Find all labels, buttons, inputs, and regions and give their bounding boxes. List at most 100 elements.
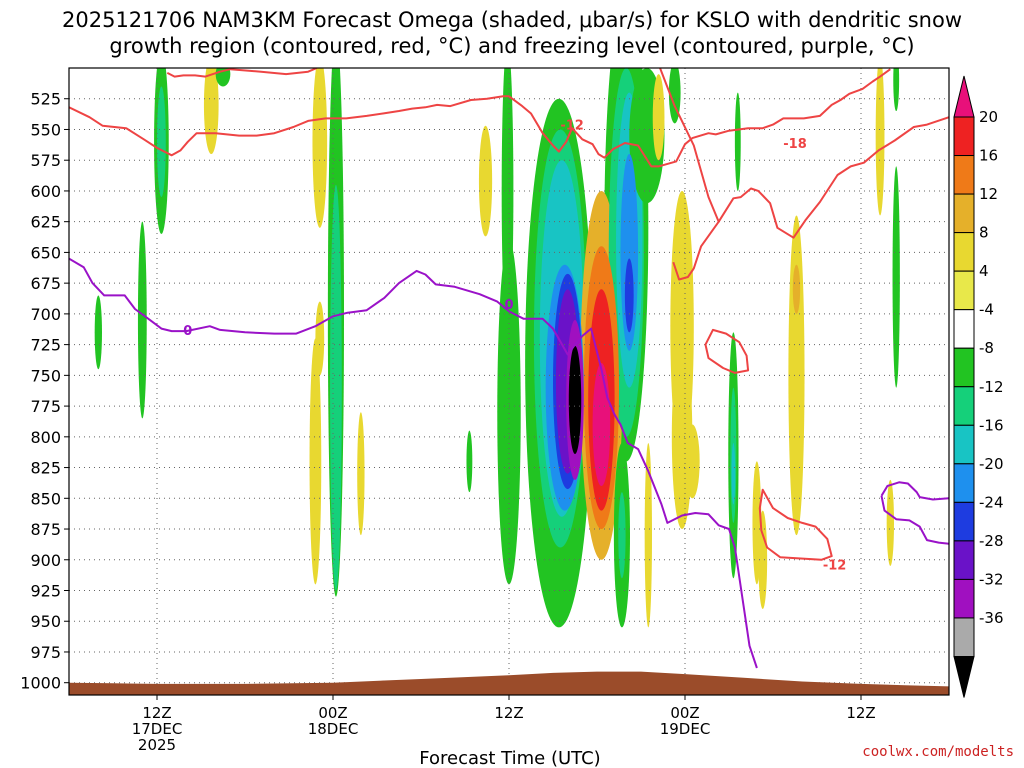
x-tick-label-30-1: 12Z [494, 704, 523, 722]
colorbar-label-9: -20 [979, 455, 1004, 473]
y-tick-label-1000: 1000 [20, 674, 61, 693]
omega-cell-27 [315, 301, 325, 376]
colorbar-label-3: 8 [979, 224, 989, 242]
colorbar-band-1 [953, 116, 975, 157]
colorbar-band-3 [953, 193, 975, 234]
colorbar-label-6: -8 [979, 339, 994, 357]
y-tick-label-675: 675 [30, 274, 61, 293]
colorbar-label-8: -16 [979, 416, 1004, 434]
omega-cell-28 [501, 68, 514, 339]
dgz-label-minus18: -18 [783, 137, 807, 152]
y-tick-label-950: 950 [30, 612, 61, 631]
omega-cell-46 [788, 215, 805, 536]
y-tick-label-975: 975 [30, 643, 61, 662]
x-tick-label-6-1: 12Z [142, 704, 171, 722]
colorbar-bottom-triangle [953, 656, 975, 698]
omega-cell-20 [157, 86, 166, 198]
colorbar-label-4: 4 [979, 262, 989, 280]
y-tick-label-525: 525 [30, 90, 61, 109]
omega-cell-26 [309, 338, 322, 585]
omega-cell-48 [875, 68, 885, 216]
colorbar-label-0: 20 [979, 108, 998, 126]
colorbar-band-14 [953, 617, 975, 658]
colorbar-band-11 [953, 501, 975, 542]
omega-cell-47 [792, 264, 801, 314]
y-tick-label-625: 625 [30, 213, 61, 232]
omega-cell-53 [215, 68, 231, 87]
omega-cell-35 [618, 492, 626, 579]
x-tick-label-42-1: 00Z [670, 704, 699, 722]
omega-cell-12 [624, 258, 634, 333]
colorbar-band-6 [953, 309, 975, 349]
dgz-contour-minus18-tail [672, 221, 720, 281]
omega-cell-0 [568, 345, 582, 455]
grid-lines [69, 68, 949, 695]
y-tick-label-850: 850 [30, 489, 61, 508]
dgz-lower-loop [758, 488, 833, 561]
omega-shading [94, 68, 900, 628]
omega-cell-23 [94, 295, 103, 370]
y-tick-label-650: 650 [30, 243, 61, 262]
colorbar-band-8 [953, 386, 975, 426]
y-tick-label-750: 750 [30, 366, 61, 385]
y-tick-label-925: 925 [30, 582, 61, 601]
colorbar-label-7: -12 [979, 378, 1004, 396]
colorbar-band-5 [953, 270, 975, 311]
y-tick-label-700: 700 [30, 305, 61, 324]
x-axis-title: Forecast Time (UTC) [419, 748, 600, 768]
omega-cell-52 [466, 430, 473, 493]
omega-cell-51 [886, 479, 894, 566]
chart-title-line-1: 2025121706 NAM3KM Forecast Omega (shaded… [62, 8, 962, 32]
y-tick-label-550: 550 [30, 120, 61, 139]
y-axis: 525 550 575 600 625 650 675 700 725 750 775 800 825 8… [20, 90, 69, 693]
colorbar-band-4 [953, 232, 975, 272]
omega-cell-49 [892, 166, 900, 388]
dgz-contour-minus18 [658, 68, 949, 239]
y-tick-label-900: 900 [30, 551, 61, 570]
colorbar: 20 16 12 8 4 -4 -8 -12 -16 -20 -24 -28 -32 -36 [953, 75, 1004, 698]
chart-title-line-2: growth region (contoured, red, °C) and f… [109, 34, 914, 58]
terrain [69, 671, 949, 695]
colorbar-label-5: -4 [979, 301, 994, 319]
omega-cell-8 [592, 363, 611, 486]
omega-cell-17 [330, 184, 342, 591]
freezing-level-contour [69, 257, 758, 669]
dgz-label-minus12-bottom: -12 [823, 559, 847, 574]
omega-cell-19 [357, 412, 365, 536]
colorbar-label-10: -24 [979, 493, 1004, 511]
colorbar-band-2 [953, 155, 975, 195]
y-tick-label-575: 575 [30, 151, 61, 170]
omega-cell-43 [734, 92, 741, 191]
y-tick-label-600: 600 [30, 182, 61, 201]
colorbar-label-13: -36 [979, 609, 1004, 627]
omega-cell-39 [685, 424, 700, 499]
dgz-label-minus12-top: -12 [560, 119, 584, 134]
omega-cell-22 [137, 221, 147, 419]
terrain-fill [69, 671, 949, 695]
dgz-small-loop [704, 328, 750, 374]
contour-lines: -12 -18 -12 0 0 [69, 68, 949, 669]
colorbar-band-12 [953, 540, 975, 580]
x-tick-label-42-2: 19DEC [660, 720, 711, 738]
freezing-label-left: 0 [183, 324, 192, 339]
omega-cell-33 [668, 68, 681, 124]
colorbar-label-12: -32 [979, 570, 1004, 588]
omega-cell-25 [312, 68, 328, 228]
x-tick-label-6-3: 2025 [138, 736, 176, 754]
x-tick-label-18-2: 18DEC [308, 720, 359, 738]
colorbar-top-triangle [953, 75, 975, 118]
x-tick-label-54-1: 12Z [846, 704, 875, 722]
freezing-level-right-lower [880, 495, 949, 545]
credit-text: coolwx.com/modelts [862, 744, 1014, 760]
y-tick-label-725: 725 [30, 336, 61, 355]
x-tick-label-18-1: 00Z [318, 704, 347, 722]
freezing-label-middle: 0 [504, 298, 513, 313]
colorbar-band-13 [953, 578, 975, 619]
x-tick-label-6-2: 17DEC [132, 720, 183, 738]
omega-cell-50 [893, 68, 900, 112]
omega-cell-45 [758, 510, 768, 609]
dgz-contour-top [166, 68, 318, 78]
y-tick-label-775: 775 [30, 397, 61, 416]
